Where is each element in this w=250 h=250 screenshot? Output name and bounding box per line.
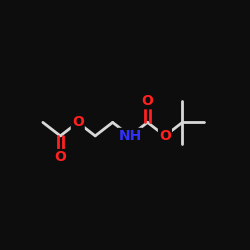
Text: NH: NH (118, 129, 142, 143)
Text: O: O (54, 150, 66, 164)
Text: O: O (72, 116, 84, 130)
Text: O: O (159, 129, 171, 143)
Text: O: O (142, 94, 154, 108)
